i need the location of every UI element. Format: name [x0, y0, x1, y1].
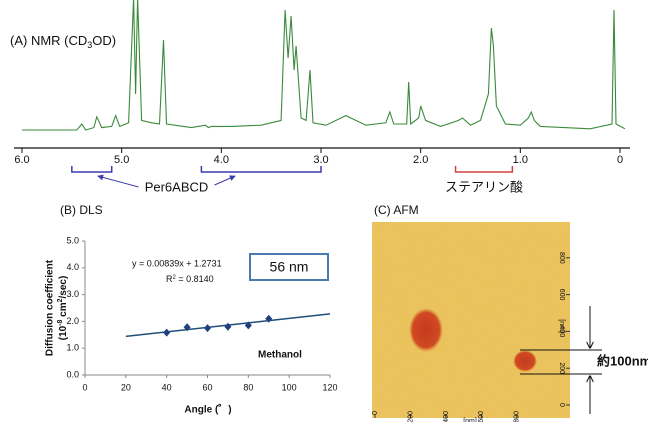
title-sub: 3 — [87, 40, 92, 50]
x-tick-label: 0 — [82, 382, 87, 392]
y-tick-label: 1.0 — [66, 343, 79, 353]
r2-part: R — [166, 274, 173, 284]
unit-part: cm — [58, 302, 69, 319]
y-tick-label: 4.0 — [66, 262, 79, 272]
data-point — [204, 324, 211, 333]
data-point — [265, 314, 273, 323]
y-tick-label: 5.0 — [66, 235, 79, 245]
spectrum — [22, 0, 626, 131]
y-axis-label: Diffusion coefficient — [45, 259, 56, 356]
afm-y-tick-label: 0 — [558, 403, 565, 407]
unit-part: /sec) — [58, 276, 69, 299]
afm-y-tick-label: 800 — [558, 252, 565, 264]
afm-x-tick-label: 600 — [478, 411, 485, 422]
annotation-arrow — [97, 174, 139, 188]
annotation-label: Per6ABCD — [145, 179, 209, 194]
unit-part: (10 — [58, 325, 69, 340]
x-tick-label: 20 — [121, 382, 131, 392]
x-tick-label: 2.0 — [413, 154, 428, 166]
x-tick-label: 0 — [617, 154, 623, 166]
afm-texture — [372, 222, 570, 418]
dls-title: (B) DLS — [60, 203, 103, 217]
solvent-label: Methanol — [258, 350, 302, 361]
bracket — [454, 166, 514, 173]
afm-x-tick-label: 0 — [372, 411, 379, 415]
bracket — [200, 166, 322, 173]
x-tick-label: 6.0 — [14, 154, 29, 166]
y-tick-label: 3.0 — [66, 289, 79, 299]
x-tick-label: 4.0 — [214, 154, 229, 166]
bracket — [71, 166, 113, 173]
size-label: 56 nm — [270, 259, 309, 275]
x-tick-label: 3.0 — [313, 154, 328, 166]
afm-unit: [nm] — [463, 418, 477, 422]
x-tick-label: 5.0 — [114, 154, 129, 166]
x-tick-label: 60 — [202, 382, 212, 392]
annotation-arrow — [214, 175, 236, 186]
afm-particle — [513, 350, 537, 372]
x-tick-label: 120 — [322, 382, 337, 392]
afm-x-tick-label: 200 — [407, 411, 414, 422]
fit-r2: R2 = 0.8140 — [166, 274, 214, 284]
data-point — [224, 322, 232, 331]
y-axis-unit: (10-8 cm2/sec) — [57, 276, 69, 341]
x-tick-label: 40 — [162, 382, 172, 392]
fit-equation: y = 0.00839x + 1.2731 — [132, 258, 222, 268]
afm-title: (C) AFM — [374, 203, 419, 217]
x-axis-label: Angle (゜) — [184, 403, 231, 416]
x-tick-label: 80 — [243, 382, 253, 392]
measure-label: 約100nm — [597, 353, 648, 368]
title-part: OD) — [92, 33, 116, 48]
afm-y-tick-label: 200 — [558, 362, 565, 374]
size-box — [249, 253, 329, 281]
unit-sup: 2 — [57, 298, 64, 302]
afm-unit: [nm] — [558, 319, 565, 333]
x-tick-label: 1.0 — [513, 154, 528, 166]
title-part: (A) NMR (CD — [10, 33, 87, 48]
afm-x-tick-label: 800 — [514, 411, 521, 422]
data-point — [163, 328, 171, 337]
y-tick-label: 0.0 — [66, 369, 79, 379]
nmr-title: (A) NMR (CD3OD) — [10, 33, 116, 50]
afm-particle — [409, 308, 443, 352]
y-tick-label: 2.0 — [66, 316, 79, 326]
afm-x-tick-label: 400 — [443, 411, 450, 422]
data-point — [183, 323, 191, 332]
unit-sup: -8 — [57, 320, 64, 326]
r2-sup: 2 — [173, 275, 177, 281]
x-tick-label: 100 — [282, 382, 297, 392]
annotation-label: ステアリン酸 — [445, 179, 523, 194]
afm-y-tick-label: 600 — [558, 289, 565, 301]
data-point — [244, 321, 252, 330]
r2-part: = 0.8140 — [176, 274, 214, 284]
afm-y-tick-label: 400 — [558, 326, 565, 338]
